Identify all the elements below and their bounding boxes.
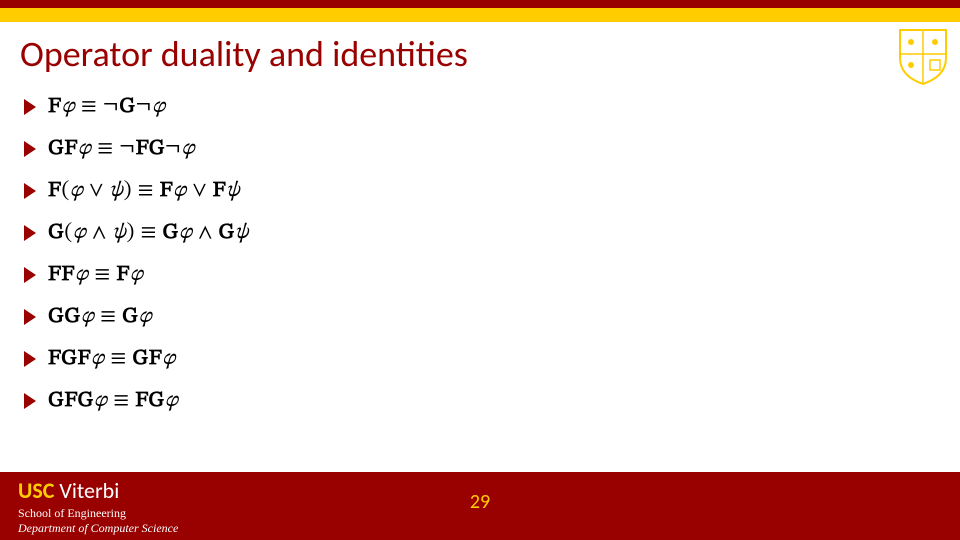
identity-row: Fφ ≡ ¬G¬φ bbox=[24, 92, 936, 122]
identity-row: FFφ ≡ Fφ bbox=[24, 260, 936, 290]
identity-formula: FGFφ ≡ GFφ bbox=[48, 345, 176, 373]
usc-shield-icon bbox=[898, 28, 948, 86]
footer: USC Viterbi School of Engineering Depart… bbox=[0, 472, 960, 540]
identity-formula: F(φ ∨ ψ) ≡ Fφ ∨ Fψ bbox=[48, 177, 240, 205]
bullet-icon bbox=[24, 267, 36, 283]
bullet-icon bbox=[24, 225, 36, 241]
identity-row: F(φ ∨ ψ) ≡ Fφ ∨ Fψ bbox=[24, 176, 936, 206]
bullet-icon bbox=[24, 351, 36, 367]
identity-formula: FFφ ≡ Fφ bbox=[48, 261, 144, 289]
identity-formula: GFφ ≡ ¬FG¬φ bbox=[48, 135, 195, 163]
identity-formula: GFGφ ≡ FGφ bbox=[48, 387, 179, 415]
brand-main: USC Viterbi bbox=[18, 477, 178, 504]
identity-row: GGφ ≡ Gφ bbox=[24, 302, 936, 332]
bullet-icon bbox=[24, 393, 36, 409]
school-line1: School of Engineering bbox=[18, 506, 178, 520]
identity-row: FGFφ ≡ GFφ bbox=[24, 344, 936, 374]
bullet-icon bbox=[24, 141, 36, 157]
content-area: Fφ ≡ ¬G¬φ GFφ ≡ ¬FG¬φ F(φ ∨ ψ) ≡ Fφ ∨ Fψ… bbox=[0, 84, 960, 436]
top-red-bar bbox=[0, 0, 960, 8]
identity-formula: Fφ ≡ ¬G¬φ bbox=[48, 93, 166, 121]
bullet-icon bbox=[24, 183, 36, 199]
footer-brand: USC Viterbi School of Engineering Depart… bbox=[0, 477, 178, 535]
identity-formula: GGφ ≡ Gφ bbox=[48, 303, 152, 331]
brand-usc: USC bbox=[18, 477, 54, 504]
identity-row: GFGφ ≡ FGφ bbox=[24, 386, 936, 416]
brand-viterbi: Viterbi bbox=[59, 477, 119, 504]
identity-row: GFφ ≡ ¬FG¬φ bbox=[24, 134, 936, 164]
identity-formula: G(φ ∧ ψ) ≡ Gφ ∧ Gψ bbox=[48, 219, 249, 247]
gold-bar bbox=[0, 8, 960, 22]
page-number: 29 bbox=[470, 490, 490, 514]
bullet-icon bbox=[24, 99, 36, 115]
school-line2: Department of Computer Science bbox=[18, 521, 178, 535]
slide-title: Operator duality and identities bbox=[0, 22, 960, 84]
identity-row: G(φ ∧ ψ) ≡ Gφ ∧ Gψ bbox=[24, 218, 936, 248]
brand-subtitle: School of Engineering Department of Comp… bbox=[18, 506, 178, 535]
bullet-icon bbox=[24, 309, 36, 325]
